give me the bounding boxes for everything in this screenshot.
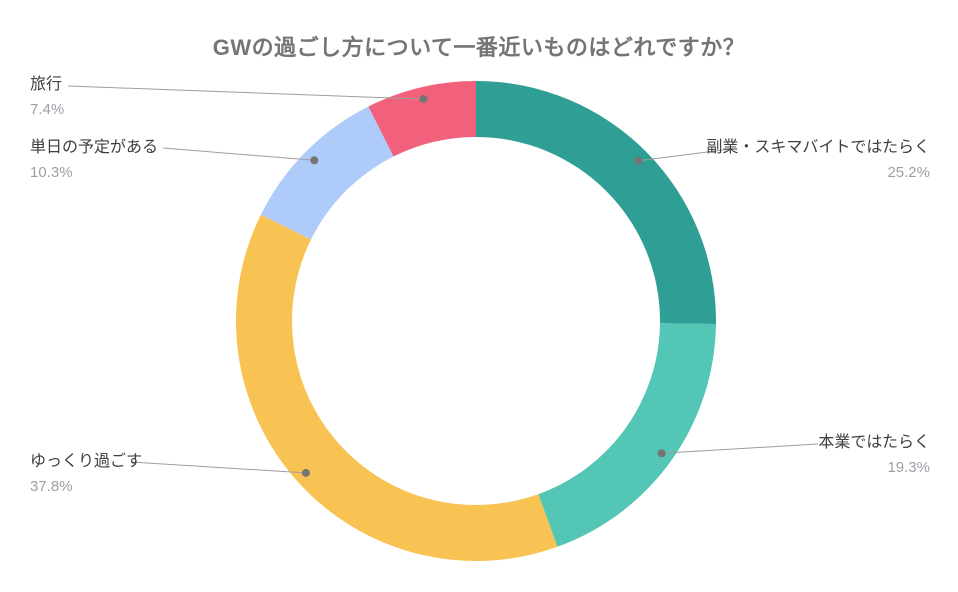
callout-label: 旅行 — [30, 76, 63, 93]
callout-side-job: 副業・スキマバイトではたらく 25.2% — [706, 139, 930, 182]
callout-percentage: 10.3% — [30, 164, 73, 182]
callout-percentage: 7.4% — [30, 101, 65, 119]
leader-line-1 — [661, 443, 819, 454]
donut-segment-2 — [236, 214, 558, 561]
callout-label: 本業ではたらく — [818, 434, 930, 451]
callout-label: 単日の予定がある — [30, 139, 159, 156]
callout-travel: 旅行 7.4% — [30, 76, 64, 119]
callout-percentage: 19.3% — [887, 459, 930, 477]
leader-line-3 — [162, 147, 315, 161]
callout-label: 副業・スキマバイトではたらく — [706, 139, 930, 156]
donut-segment-1 — [538, 323, 716, 547]
callout-percentage: 37.8% — [30, 478, 73, 496]
leader-line-4 — [67, 85, 424, 100]
leader-line-0 — [638, 148, 732, 162]
chart-title: GWの過ごし方について一番近いものはどれですか？ — [212, 35, 746, 60]
callout-relax: ゆっくり過ごす 37.8% — [30, 453, 142, 496]
leader-dot-2 — [301, 468, 310, 477]
donut-segment-3 — [260, 106, 394, 240]
donut-segment-4 — [368, 81, 476, 157]
callout-percentage: 25.2% — [887, 164, 930, 182]
callout-main-job: 本業ではたらく 19.3% — [818, 434, 930, 477]
leader-dot-3 — [310, 156, 319, 165]
leader-dot-4 — [419, 95, 428, 104]
leader-line-2 — [130, 461, 306, 474]
callout-label: ゆっくり過ごす — [30, 453, 143, 470]
leader-dot-0 — [634, 156, 643, 165]
leader-dot-1 — [657, 449, 666, 458]
callout-day-plans: 単日の予定がある 10.3% — [30, 139, 158, 182]
donut-segment-0 — [476, 81, 716, 325]
